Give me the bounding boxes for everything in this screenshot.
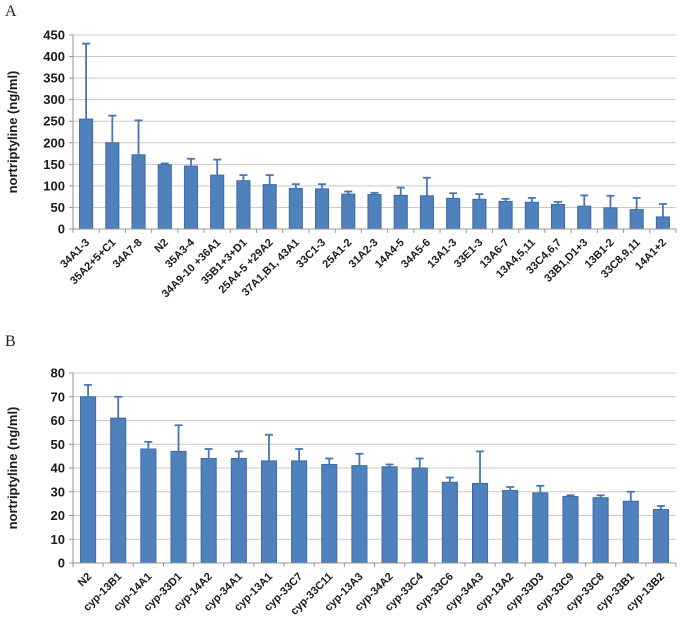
bar xyxy=(230,458,247,564)
bar xyxy=(288,187,303,230)
y-tick-label: 10 xyxy=(51,532,65,547)
bar xyxy=(652,509,669,564)
bar xyxy=(291,460,308,564)
bar xyxy=(524,201,539,230)
bar xyxy=(577,205,592,230)
bar xyxy=(110,417,127,564)
y-tick-label: 30 xyxy=(51,484,65,499)
bar xyxy=(562,496,579,564)
y-tick-label: 400 xyxy=(43,49,65,64)
y-tick-label: 100 xyxy=(43,178,65,193)
y-tick-label: 20 xyxy=(51,508,65,523)
y-axis-title: nortriptyline (ng/ml) xyxy=(5,71,20,194)
y-tick-label: 350 xyxy=(43,71,65,86)
y-tick-label: 80 xyxy=(51,366,65,381)
bar xyxy=(260,460,278,564)
bar xyxy=(210,174,225,230)
x-tick-label: N2 xyxy=(152,237,170,255)
bar xyxy=(502,490,519,564)
bar xyxy=(393,194,408,230)
bar xyxy=(592,497,609,564)
y-tick-label: 50 xyxy=(51,200,65,215)
y-tick-label: 50 xyxy=(51,437,65,452)
bar xyxy=(419,195,434,230)
bar xyxy=(603,207,618,230)
y-tick-label: 150 xyxy=(43,157,65,172)
bar xyxy=(622,500,639,564)
bar xyxy=(655,216,670,230)
chart-panel-b: 01020304050607080N2cyp-13B1cyp-14A1cyp-3… xyxy=(5,366,677,618)
y-axis-title: nortriptyline (ng/ml) xyxy=(5,407,20,530)
bar xyxy=(315,188,330,230)
panel-label-a: A xyxy=(5,3,17,20)
bar xyxy=(351,465,368,564)
x-tick-label: 13A1-3 xyxy=(425,237,459,271)
panel-label-b: B xyxy=(5,333,16,350)
bar xyxy=(140,448,157,564)
y-tick-label: 300 xyxy=(43,92,65,107)
bar xyxy=(170,450,187,564)
chart-panel-a: 05010015020025030035040045034A1-335A2+5+… xyxy=(5,28,677,300)
y-tick-label: 0 xyxy=(58,556,65,571)
bar xyxy=(411,467,428,564)
x-tick-label: 34A7-8 xyxy=(111,237,145,271)
bar xyxy=(79,118,94,230)
y-tick-label: 40 xyxy=(51,461,65,476)
y-tick-label: 60 xyxy=(51,413,65,428)
bar xyxy=(105,142,120,230)
bar xyxy=(262,184,277,230)
bar xyxy=(441,481,458,564)
bar xyxy=(381,466,398,564)
bar xyxy=(550,203,566,230)
x-tick-label: N2 xyxy=(76,571,94,589)
bar xyxy=(472,198,487,230)
y-tick-label: 0 xyxy=(58,222,65,237)
bar xyxy=(157,164,172,230)
y-tick-label: 70 xyxy=(51,389,65,404)
bar xyxy=(321,463,338,564)
bar xyxy=(80,396,97,564)
y-tick-label: 450 xyxy=(43,28,65,43)
bar xyxy=(183,165,199,230)
bar xyxy=(200,458,217,564)
bar xyxy=(471,482,489,564)
bar xyxy=(446,197,461,230)
y-tick-label: 250 xyxy=(43,114,65,129)
bar xyxy=(629,209,644,230)
bar xyxy=(498,200,513,230)
y-tick-label: 200 xyxy=(43,135,65,150)
bar xyxy=(367,194,382,230)
bar xyxy=(532,492,549,564)
bar xyxy=(131,154,146,230)
bar xyxy=(341,193,356,230)
bar xyxy=(236,180,251,230)
